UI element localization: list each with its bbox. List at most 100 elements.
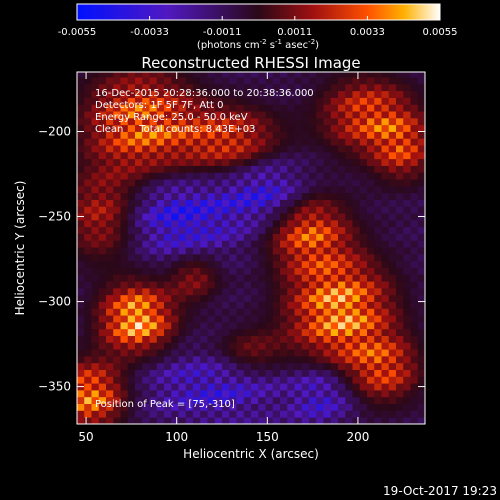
heatmap-cell xyxy=(185,403,194,411)
heatmap-cell xyxy=(236,213,245,221)
heatmap-cell xyxy=(164,158,172,166)
heatmap-cell xyxy=(113,260,121,268)
heatmap-cell xyxy=(330,308,339,316)
heatmap-cell xyxy=(214,362,223,370)
heatmap-cell xyxy=(294,124,303,132)
heatmap-cell xyxy=(280,403,288,411)
heatmap-cell xyxy=(149,247,158,255)
heatmap-cell xyxy=(98,389,107,398)
heatmap-cell xyxy=(258,315,266,323)
heatmap-cell xyxy=(106,179,114,187)
heatmap-cell xyxy=(338,199,346,207)
heatmap-cell xyxy=(193,192,201,200)
heatmap-cell xyxy=(367,77,375,85)
heatmap-cell xyxy=(396,117,404,126)
heatmap-cell xyxy=(345,138,353,146)
heatmap-cell xyxy=(222,151,230,160)
heatmap-cell xyxy=(84,301,92,309)
heatmap-cell xyxy=(113,77,121,85)
heatmap-cell xyxy=(417,199,425,207)
heatmap-cell xyxy=(323,192,332,200)
heatmap-cell xyxy=(367,192,375,200)
heatmap-cell xyxy=(127,90,136,98)
heatmap-cell xyxy=(164,138,172,146)
heatmap-cell xyxy=(120,83,129,92)
heatmap-cell xyxy=(374,349,382,357)
heatmap-cell xyxy=(265,355,274,364)
heatmap-cell xyxy=(207,274,216,282)
heatmap-cell xyxy=(294,396,303,404)
heatmap-cell xyxy=(258,308,266,316)
heatmap-cell xyxy=(294,97,303,105)
heatmap-cell xyxy=(323,369,332,377)
heatmap-cell xyxy=(91,301,100,309)
heatmap-cell xyxy=(91,355,100,364)
heatmap-cell xyxy=(403,376,411,384)
heatmap-cell xyxy=(156,240,165,248)
heatmap-cell xyxy=(98,240,107,248)
heatmap-cell xyxy=(330,240,339,248)
heatmap-cell xyxy=(330,165,339,173)
heatmap-cell xyxy=(280,179,288,187)
heatmap-cell xyxy=(396,315,404,323)
heatmap-cell xyxy=(185,321,194,330)
heatmap-cell xyxy=(149,403,158,411)
heatmap-cell xyxy=(243,131,252,139)
heatmap-cell xyxy=(127,233,136,241)
heatmap-cell xyxy=(200,315,208,323)
heatmap-cell xyxy=(374,185,382,194)
heatmap-cell xyxy=(84,145,92,153)
heatmap-cell xyxy=(84,260,92,268)
heatmap-cell xyxy=(91,253,100,262)
heatmap-cell xyxy=(330,260,339,268)
heatmap-cell xyxy=(323,138,332,146)
heatmap-cell xyxy=(77,396,85,404)
heatmap-cell xyxy=(127,287,136,296)
heatmap-cell xyxy=(185,226,194,234)
heatmap-cell xyxy=(236,151,245,160)
heatmap-cell xyxy=(403,151,411,160)
heatmap-cell xyxy=(171,349,179,357)
heatmap-cell xyxy=(265,396,274,404)
heatmap-cell xyxy=(156,111,165,119)
heatmap-cell xyxy=(374,145,382,153)
heatmap-cell xyxy=(396,104,404,112)
heatmap-cell xyxy=(417,111,425,119)
heatmap-cell xyxy=(294,240,303,248)
heatmap-cell xyxy=(185,342,194,350)
heatmap-cell xyxy=(258,77,266,85)
heatmap-cell xyxy=(381,192,390,200)
heatmap-cell xyxy=(200,213,208,221)
heatmap-cell xyxy=(338,369,346,377)
heatmap-cell xyxy=(338,403,346,411)
heatmap-cell xyxy=(374,124,382,132)
heatmap-cell xyxy=(403,213,411,221)
heatmap-cell xyxy=(106,199,114,207)
heatmap-cell xyxy=(294,355,303,364)
heatmap-cell xyxy=(374,369,382,377)
heatmap-cell xyxy=(287,294,295,302)
heatmap-cell xyxy=(287,355,295,364)
heatmap-cell xyxy=(185,376,194,384)
heatmap-cell xyxy=(185,396,194,404)
heatmap-cell xyxy=(243,124,252,132)
heatmap-cell xyxy=(229,396,237,404)
heatmap-cell xyxy=(258,260,266,268)
heatmap-cell xyxy=(265,321,274,330)
heatmap-cell xyxy=(272,111,281,119)
heatmap-cell xyxy=(200,206,208,214)
heatmap-cell xyxy=(359,376,368,384)
heatmap-cell xyxy=(258,124,266,132)
heatmap-cell xyxy=(193,376,201,384)
heatmap-cell xyxy=(222,179,230,187)
heatmap-cell xyxy=(207,369,216,377)
heatmap-cell xyxy=(171,199,179,207)
heatmap-cell xyxy=(236,111,245,119)
heatmap-cell xyxy=(265,383,274,391)
heatmap-cell xyxy=(142,206,150,214)
heatmap-cell xyxy=(272,260,281,268)
heatmap-cell xyxy=(388,192,397,200)
heatmap-cell xyxy=(359,301,368,309)
heatmap-cell xyxy=(207,301,216,309)
heatmap-cell xyxy=(142,253,150,262)
